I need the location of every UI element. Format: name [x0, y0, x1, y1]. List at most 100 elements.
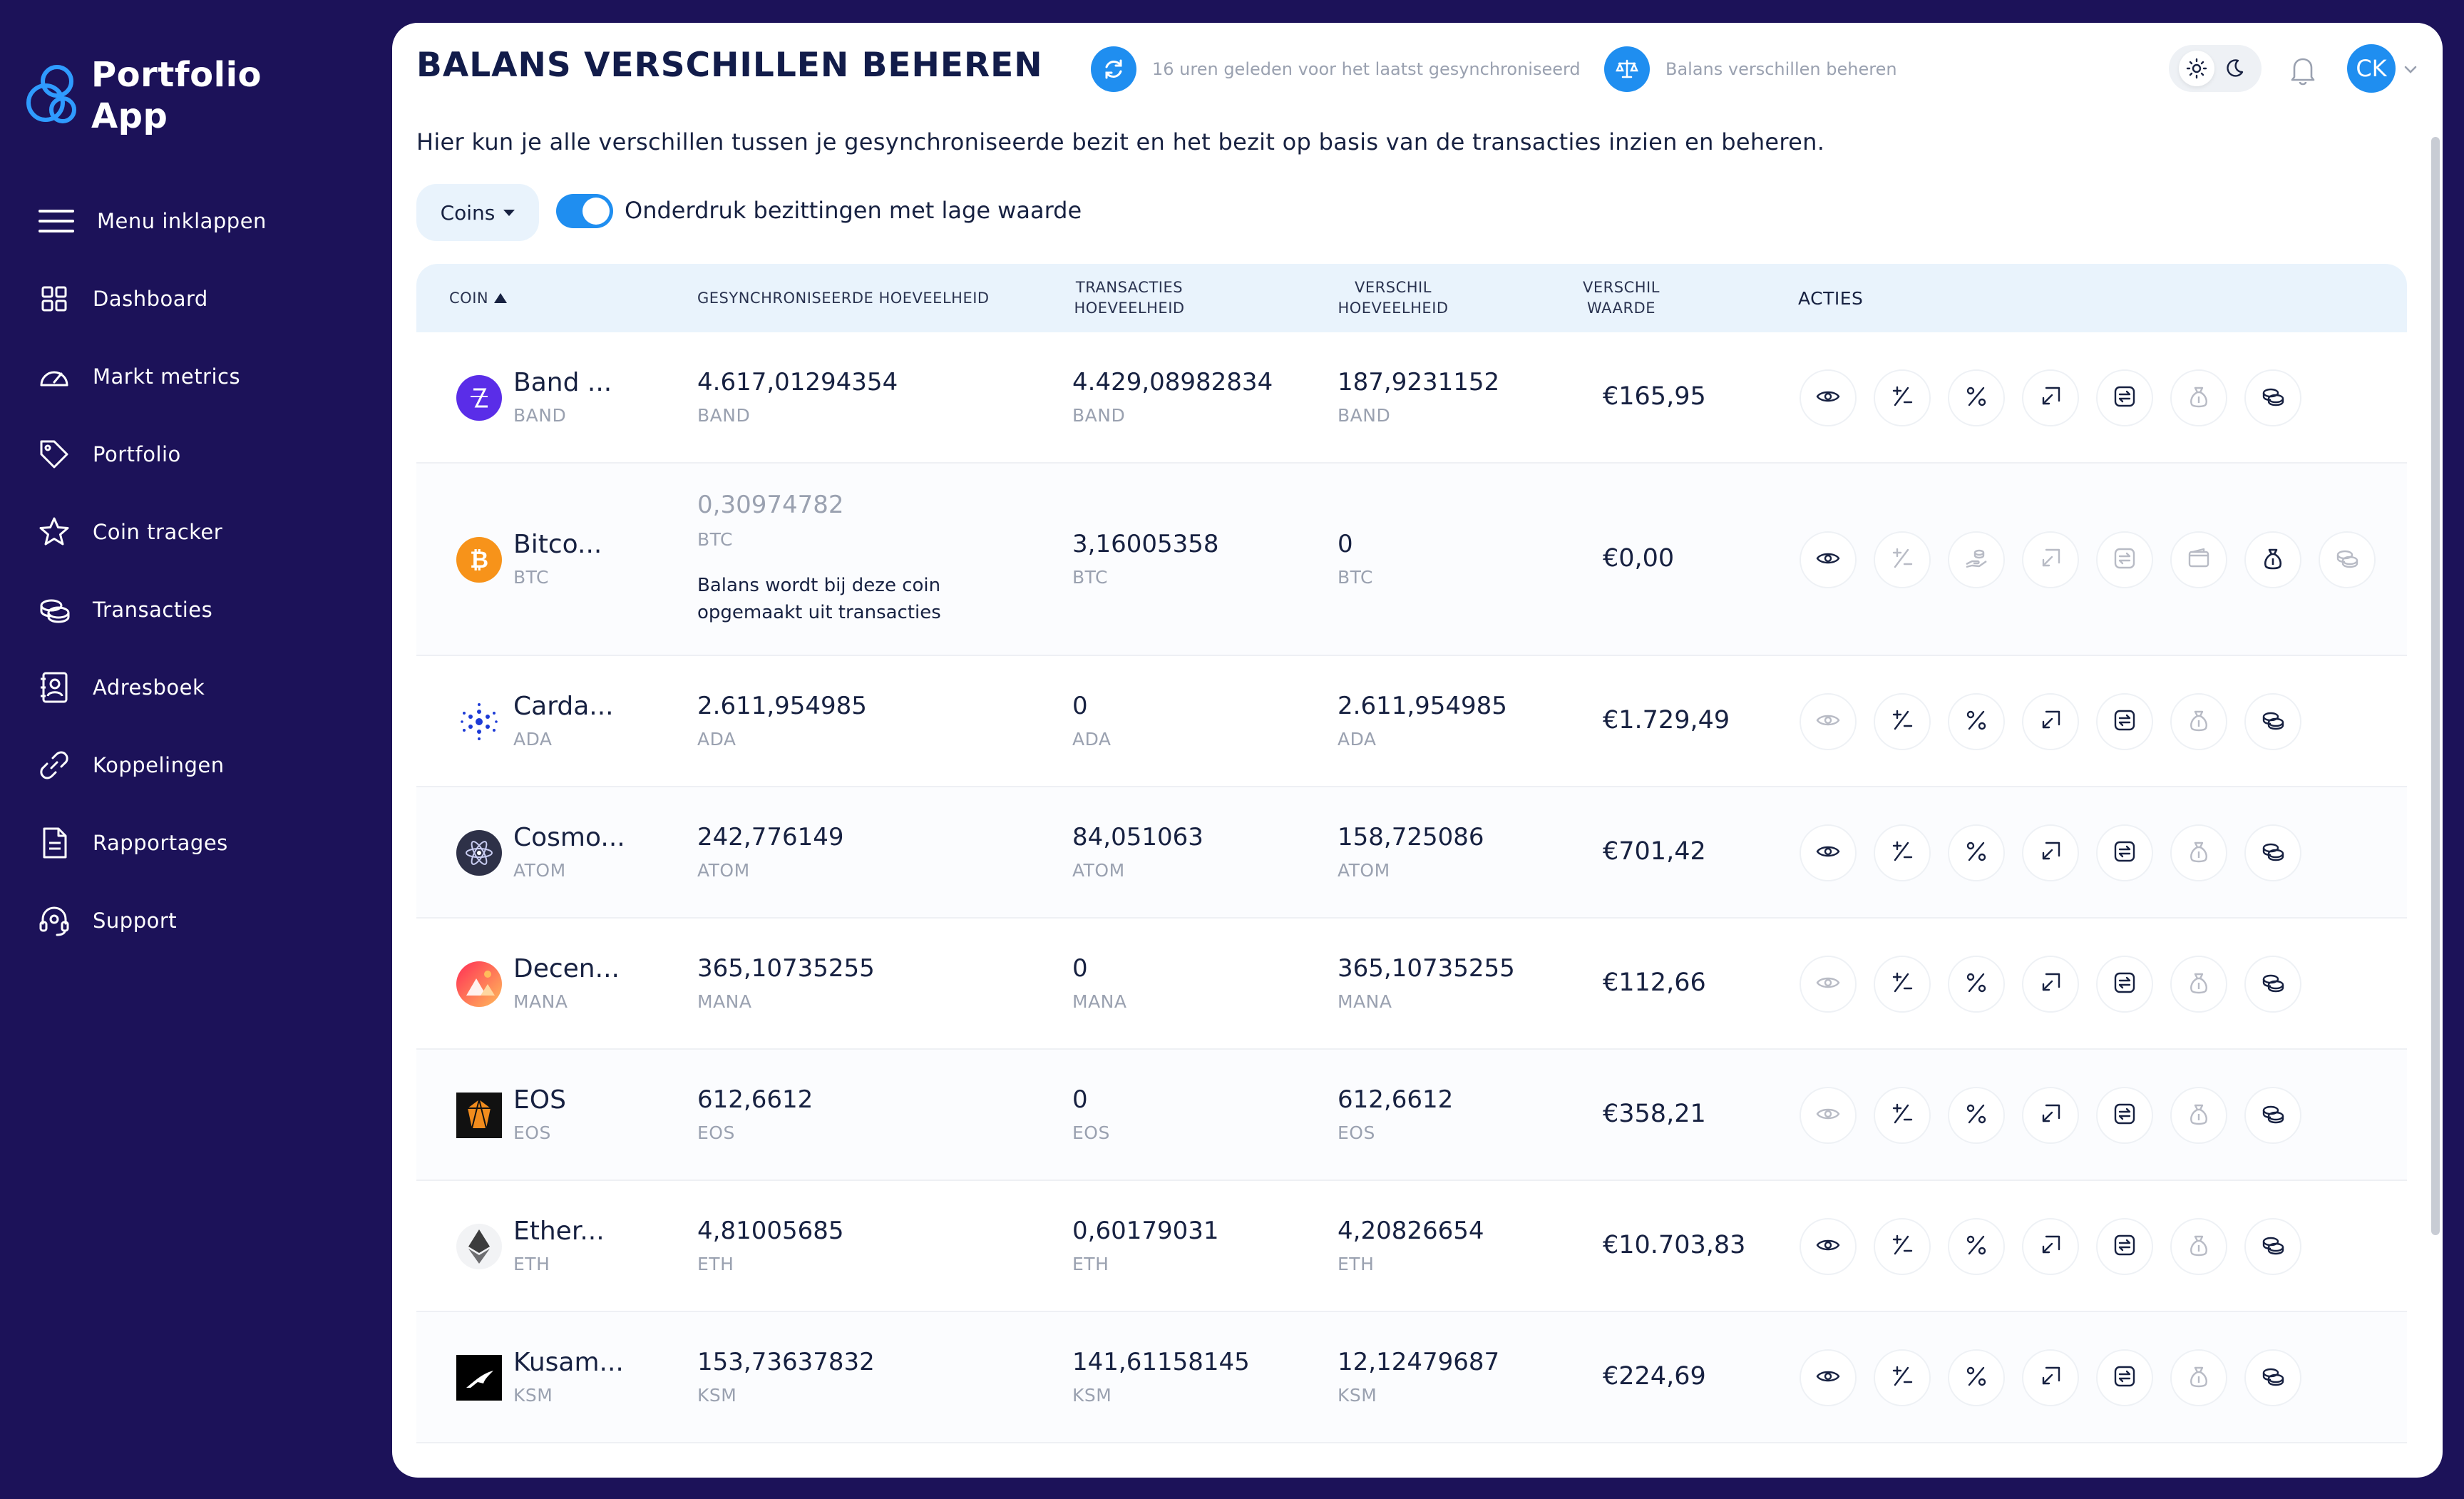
header-coin[interactable]: COIN — [449, 264, 508, 332]
header-difference-value[interactable]: VERSCHIL WAARDE — [1564, 264, 1678, 332]
sidebar-item-markt-metrics[interactable]: Markt metrics — [37, 337, 379, 415]
coins-action-button[interactable] — [2244, 1349, 2301, 1406]
wallet-action-button[interactable] — [2170, 531, 2227, 588]
balance-differences-link[interactable]: Balans verschillen beheren — [1604, 46, 1897, 93]
sidebar-item-support[interactable]: Support — [37, 881, 379, 959]
percent-action-button[interactable] — [1948, 1218, 2005, 1275]
eye-action-button[interactable] — [1800, 693, 1857, 750]
eye-action-button[interactable] — [1800, 1087, 1857, 1144]
coins-action-button[interactable] — [2244, 693, 2301, 750]
eye-action-button[interactable] — [1800, 824, 1857, 881]
coin-name[interactable]: Kusam... — [513, 1348, 624, 1377]
header-synced[interactable]: GESYNCHRONISEERDE HOEVEELHEID — [697, 289, 990, 307]
money-bag-action-button[interactable] — [2170, 1087, 2227, 1144]
sidebar-item-portfolio[interactable]: Portfolio — [37, 415, 379, 493]
bell-icon[interactable] — [2289, 54, 2317, 86]
plus-minus-action-button[interactable] — [1874, 1218, 1931, 1275]
sidebar-item-transacties[interactable]: Transacties — [37, 571, 379, 648]
scrollbar[interactable] — [2431, 137, 2440, 1235]
swap-action-button[interactable] — [2096, 956, 2153, 1013]
coin-name[interactable]: Ether... — [513, 1217, 605, 1246]
coins-action-button[interactable] — [2244, 1087, 2301, 1144]
sidebar-item-coin-tracker[interactable]: Coin tracker — [37, 493, 379, 571]
swap-action-button[interactable] — [2096, 1087, 2153, 1144]
sidebar-item-dashboard[interactable]: Dashboard — [37, 260, 379, 337]
transfer-action-button[interactable] — [2022, 1349, 2079, 1406]
plus-minus-action-button[interactable] — [1874, 693, 1931, 750]
swap-action-button[interactable] — [2096, 824, 2153, 881]
transfer-action-button[interactable] — [2022, 693, 2079, 750]
coins-filter-dropdown[interactable]: Coins — [416, 184, 539, 241]
percent-action-button[interactable] — [1948, 1087, 2005, 1144]
transfer-action-button[interactable] — [2022, 531, 2079, 588]
transfer-action-button[interactable] — [2022, 824, 2079, 881]
eye-action-button[interactable] — [1800, 1218, 1857, 1275]
money-bag-action-button[interactable] — [2170, 824, 2227, 881]
transfer-action-button[interactable] — [2022, 956, 2079, 1013]
sidebar-item-rapportages[interactable]: Rapportages — [37, 804, 379, 881]
money-bag-action-button[interactable] — [2170, 369, 2227, 426]
swap-action-button[interactable] — [2096, 693, 2153, 750]
coins-action-button[interactable] — [2244, 1218, 2301, 1275]
plus-minus-action-button[interactable] — [1874, 531, 1931, 588]
header-transactions-line2: HOEVEELHEID — [1074, 300, 1185, 317]
app-logo[interactable]: Portfolio App — [24, 54, 262, 137]
swap-action-button[interactable] — [2096, 369, 2153, 426]
plus-minus-action-button[interactable] — [1874, 369, 1931, 426]
theme-toggle[interactable] — [2169, 45, 2262, 92]
plus-minus-action-button[interactable] — [1874, 1349, 1931, 1406]
plus-minus-action-button[interactable] — [1874, 1087, 1931, 1144]
eye-action-button[interactable] — [1800, 531, 1857, 588]
coin-name[interactable]: Cosmo... — [513, 823, 625, 852]
money-bag-action-button[interactable] — [2170, 1218, 2227, 1275]
transfer-action-button[interactable] — [2022, 369, 2079, 426]
dark-mode-option[interactable] — [2217, 51, 2252, 86]
coin-name[interactable]: Bitco... — [513, 530, 602, 559]
sidebar-item-adresboek[interactable]: Adresboek — [37, 648, 379, 726]
percent-action-button[interactable] — [1948, 824, 2005, 881]
percent-action-button[interactable] — [1948, 956, 2005, 1013]
user-avatar[interactable]: CK — [2347, 44, 2396, 93]
transfer-action-button[interactable] — [2022, 1087, 2079, 1144]
light-mode-option[interactable] — [2178, 51, 2214, 86]
eye-action-button[interactable] — [1800, 369, 1857, 426]
plus-minus-action-button[interactable] — [1874, 824, 1931, 881]
coins-action-button[interactable] — [2244, 824, 2301, 881]
header-transactions[interactable]: TRANSACTIES HOEVEELHEID — [1058, 264, 1201, 332]
coin-name[interactable]: EOS — [513, 1085, 566, 1115]
sync-status[interactable]: 16 uren geleden voor het laatst gesynchr… — [1091, 46, 1581, 93]
money-bag-icon — [2186, 1364, 2212, 1392]
percent-action-button[interactable] — [1948, 1349, 2005, 1406]
sidebar-item-menu-inklappen[interactable]: Menu inklappen — [37, 182, 379, 260]
sidebar-item-label: Portfolio — [93, 441, 181, 466]
plus-minus-action-button[interactable] — [1874, 956, 1931, 1013]
money-bag-action-button[interactable] — [2170, 1349, 2227, 1406]
percent-action-button[interactable] — [1948, 369, 2005, 426]
coin-name[interactable]: Carda... — [513, 692, 614, 721]
chevron-down-icon[interactable] — [2403, 61, 2418, 77]
swap-action-button[interactable] — [2096, 1349, 2153, 1406]
sidebar-item-koppelingen[interactable]: Koppelingen — [37, 726, 379, 804]
coin-name[interactable]: Band ... — [513, 368, 612, 397]
money-bag-action-button[interactable] — [2170, 956, 2227, 1013]
coins-action-button[interactable] — [2244, 956, 2301, 1013]
money-bag-action-button[interactable] — [2170, 693, 2227, 750]
swap-action-button[interactable] — [2096, 531, 2153, 588]
coin-name[interactable]: Decen... — [513, 954, 620, 983]
suppress-low-value-toggle[interactable] — [556, 194, 613, 228]
swap-action-button[interactable] — [2096, 1218, 2153, 1275]
header-difference-line2: HOEVEELHEID — [1338, 300, 1449, 317]
sidebar-item-label: Rapportages — [93, 830, 228, 855]
coins-action-button[interactable] — [2244, 369, 2301, 426]
balance-button[interactable] — [1604, 46, 1650, 92]
sync-button[interactable] — [1091, 46, 1136, 92]
coins-action-button[interactable] — [2319, 531, 2376, 588]
money-bag-action-button[interactable] — [2244, 531, 2301, 588]
eye-action-button[interactable] — [1800, 956, 1857, 1013]
percent-icon — [1963, 1364, 1989, 1392]
hand-coin-action-button[interactable] — [1948, 531, 2005, 588]
percent-action-button[interactable] — [1948, 693, 2005, 750]
header-difference[interactable]: VERSCHIL HOEVEELHEID — [1322, 264, 1464, 332]
transfer-action-button[interactable] — [2022, 1218, 2079, 1275]
eye-action-button[interactable] — [1800, 1349, 1857, 1406]
